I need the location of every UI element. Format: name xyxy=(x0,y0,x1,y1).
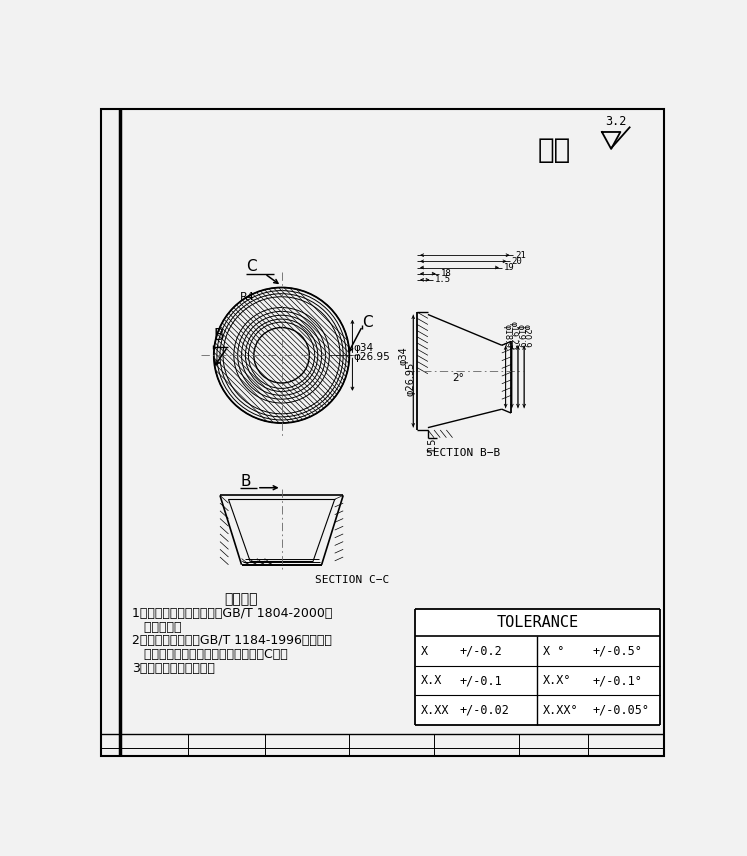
Text: φ19.25: φ19.25 xyxy=(509,322,518,351)
Text: +/-0.05°: +/-0.05° xyxy=(592,704,650,716)
Text: 线度、平面度、同轴度公差等级均按C级；: 线度、平面度、同轴度公差等级均按C级； xyxy=(132,648,288,662)
Text: X.XX: X.XX xyxy=(421,704,450,716)
Text: 3、所有菱边均需倒鹏；: 3、所有菱边均需倒鹏； xyxy=(132,663,215,675)
Text: 1.5: 1.5 xyxy=(435,276,451,284)
Text: +/-0.5°: +/-0.5° xyxy=(592,645,642,657)
Text: C: C xyxy=(362,315,373,330)
Text: φ20.9: φ20.9 xyxy=(521,324,530,348)
Text: +/-0.2: +/-0.2 xyxy=(459,645,502,657)
Text: 3.2: 3.2 xyxy=(605,115,626,128)
Text: 技术要求: 技术要求 xyxy=(225,592,258,606)
Text: φ34: φ34 xyxy=(353,342,374,353)
Text: B: B xyxy=(213,328,223,342)
Text: 2、未注形位公差按GB/T 1184-1996，其中直: 2、未注形位公差按GB/T 1184-1996，其中直 xyxy=(132,634,332,647)
Text: φ26.95: φ26.95 xyxy=(406,361,416,395)
Text: X.XX°: X.XX° xyxy=(543,704,579,716)
Text: B: B xyxy=(240,474,250,489)
Text: φ34: φ34 xyxy=(398,346,409,365)
Text: φ19.9: φ19.9 xyxy=(515,324,524,348)
Text: 未注: 未注 xyxy=(538,136,571,164)
Text: X.X: X.X xyxy=(421,675,442,687)
Text: +/-0.1: +/-0.1 xyxy=(459,675,502,687)
Text: C: C xyxy=(247,259,257,274)
Text: SECTION C−C: SECTION C−C xyxy=(314,575,389,586)
Text: 20: 20 xyxy=(512,257,523,266)
Text: 18: 18 xyxy=(441,269,452,278)
Text: 21: 21 xyxy=(515,251,526,259)
Text: SECTION B−B: SECTION B−B xyxy=(427,448,500,458)
Text: φ26.95: φ26.95 xyxy=(353,352,390,362)
Text: R4: R4 xyxy=(240,292,255,302)
Text: 2°: 2° xyxy=(453,373,465,383)
Text: 1.5: 1.5 xyxy=(427,437,437,451)
Text: 19: 19 xyxy=(504,263,515,272)
Text: 1、未注公差的极限偏差按GB/T 1804-2000中: 1、未注公差的极限偏差按GB/T 1804-2000中 xyxy=(132,607,332,620)
Text: X: X xyxy=(421,645,428,657)
Text: +/-0.02: +/-0.02 xyxy=(459,704,509,716)
Bar xyxy=(415,609,660,725)
Text: TOLERANCE: TOLERANCE xyxy=(496,615,578,630)
Text: φ18.9: φ18.9 xyxy=(503,324,512,348)
Text: X °: X ° xyxy=(543,645,565,657)
Text: 有关规定；: 有关规定； xyxy=(132,621,182,633)
Text: X.X°: X.X° xyxy=(543,675,572,687)
Text: +/-0.1°: +/-0.1° xyxy=(592,675,642,687)
